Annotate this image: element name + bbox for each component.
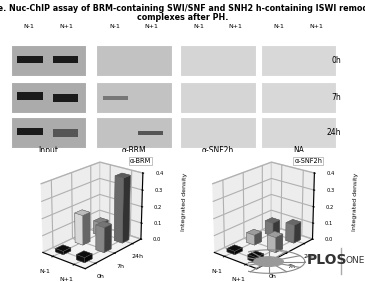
Text: 24h: 24h — [327, 128, 341, 137]
Text: N-1: N-1 — [193, 24, 204, 29]
Text: N-1: N-1 — [110, 24, 120, 29]
Text: α-BRM: α-BRM — [130, 158, 151, 164]
Bar — [53, 129, 78, 137]
Bar — [18, 56, 43, 63]
Bar — [11, 45, 86, 76]
Text: α-BRM: α-BRM — [122, 146, 146, 155]
Text: N+1: N+1 — [59, 24, 73, 29]
Bar — [180, 82, 256, 113]
Bar — [18, 128, 43, 135]
Bar — [261, 117, 337, 148]
Text: α-SNF2h: α-SNF2h — [294, 158, 322, 164]
Text: PLOS: PLOS — [307, 253, 347, 267]
Bar — [53, 56, 78, 63]
Bar — [18, 92, 43, 100]
Bar — [11, 82, 86, 113]
Bar — [180, 45, 256, 76]
Bar — [138, 131, 164, 135]
Bar — [103, 96, 128, 100]
Bar — [96, 117, 172, 148]
Text: Input: Input — [38, 146, 58, 155]
Text: N+1: N+1 — [309, 24, 323, 29]
Bar — [96, 45, 172, 76]
Text: complexes after PH.: complexes after PH. — [137, 13, 228, 22]
Bar — [261, 82, 337, 113]
Bar — [11, 117, 86, 148]
Text: N+1: N+1 — [145, 24, 159, 29]
Text: 7h: 7h — [332, 93, 341, 102]
Text: N-1: N-1 — [274, 24, 285, 29]
Bar — [180, 117, 256, 148]
Text: α-SNF2h: α-SNF2h — [202, 146, 234, 155]
Text: N+1: N+1 — [229, 24, 243, 29]
Text: Figure. Nuc-ChIP assay of BRM-containing SWI/SNF and SNH2 h-containing ISWI remo: Figure. Nuc-ChIP assay of BRM-containing… — [0, 4, 365, 13]
Text: NA: NA — [293, 146, 304, 155]
Bar — [53, 94, 78, 102]
Text: ONE: ONE — [346, 255, 365, 265]
Text: N-1: N-1 — [24, 24, 35, 29]
Bar — [261, 45, 337, 76]
Circle shape — [254, 257, 283, 266]
Bar — [96, 82, 172, 113]
Text: 0h: 0h — [332, 56, 341, 65]
